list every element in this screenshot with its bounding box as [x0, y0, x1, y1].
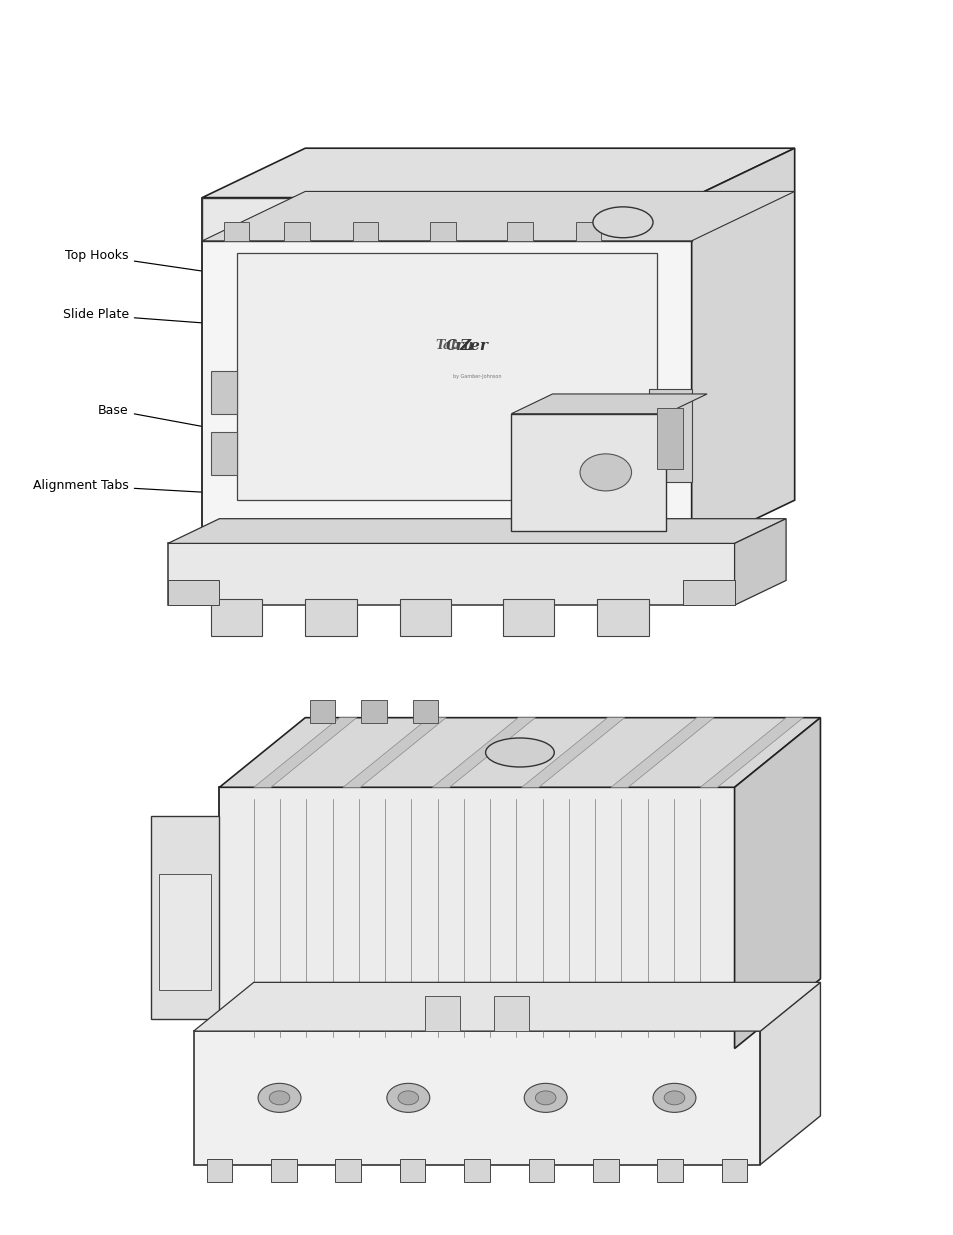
Polygon shape [335, 1158, 360, 1182]
Polygon shape [202, 198, 691, 550]
Polygon shape [211, 599, 262, 636]
Polygon shape [399, 1158, 425, 1182]
Polygon shape [610, 718, 713, 788]
Polygon shape [193, 982, 820, 1031]
Text: by Gamber-Johnson: by Gamber-Johnson [453, 374, 500, 379]
Polygon shape [432, 718, 535, 788]
Polygon shape [734, 718, 820, 1049]
Polygon shape [168, 543, 734, 605]
Text: 4X Mounting Studs
(1/4-20unc for model 7160-0486)
(M6-1.0 for model 7160-0490): 4X Mounting Studs (1/4-20unc for model 7… [441, 993, 714, 1112]
Polygon shape [271, 1158, 296, 1182]
Ellipse shape [485, 739, 554, 767]
Polygon shape [202, 148, 794, 198]
Polygon shape [425, 997, 459, 1031]
Polygon shape [253, 718, 356, 788]
Polygon shape [463, 1158, 490, 1182]
Polygon shape [159, 874, 211, 990]
Polygon shape [211, 432, 236, 475]
Polygon shape [502, 599, 554, 636]
Text: Button Latch
(Keyed alike,
or Keyed different): Button Latch (Keyed alike, or Keyed diff… [435, 198, 681, 258]
Polygon shape [575, 222, 600, 241]
Polygon shape [283, 222, 309, 241]
Text: Guide Block
(Can be removed for
use with FZ-G1 that has
an extended battery or
c: Guide Block (Can be removed for use with… [477, 352, 714, 426]
Polygon shape [682, 580, 734, 605]
Polygon shape [507, 222, 532, 241]
Circle shape [535, 1091, 556, 1105]
Circle shape [663, 1091, 684, 1105]
Text: Cru: Cru [445, 338, 474, 353]
Polygon shape [219, 788, 734, 1049]
Polygon shape [648, 389, 691, 482]
Polygon shape [691, 148, 794, 550]
Polygon shape [193, 1031, 760, 1165]
Polygon shape [219, 718, 820, 788]
Polygon shape [700, 718, 802, 788]
Polygon shape [236, 253, 657, 500]
Circle shape [524, 1083, 566, 1113]
Ellipse shape [592, 207, 653, 238]
Polygon shape [352, 222, 377, 241]
Text: Slide Plate: Slide Plate [63, 309, 258, 327]
Polygon shape [151, 816, 219, 1020]
Polygon shape [657, 408, 682, 469]
Polygon shape [429, 222, 455, 241]
Polygon shape [412, 700, 437, 724]
Polygon shape [597, 599, 648, 636]
Polygon shape [211, 370, 236, 414]
Polygon shape [223, 222, 249, 241]
Polygon shape [343, 718, 446, 788]
Polygon shape [206, 1158, 232, 1182]
Polygon shape [521, 718, 624, 788]
Text: Base: Base [98, 404, 244, 435]
Polygon shape [309, 700, 335, 724]
Polygon shape [657, 1158, 682, 1182]
Polygon shape [720, 1158, 747, 1182]
Circle shape [397, 1091, 418, 1105]
Polygon shape [168, 519, 785, 543]
Polygon shape [494, 997, 528, 1031]
Circle shape [652, 1083, 696, 1113]
Circle shape [257, 1083, 300, 1113]
Polygon shape [592, 1158, 618, 1182]
Circle shape [269, 1091, 290, 1105]
Circle shape [579, 454, 631, 492]
Polygon shape [760, 982, 820, 1165]
Polygon shape [202, 191, 794, 241]
Polygon shape [168, 580, 219, 605]
Text: Zer: Zer [459, 338, 488, 353]
Circle shape [387, 1083, 429, 1113]
Polygon shape [511, 394, 706, 414]
Text: Alignment Tabs: Alignment Tabs [33, 479, 276, 496]
Polygon shape [528, 1158, 554, 1182]
Polygon shape [399, 599, 451, 636]
Polygon shape [305, 599, 356, 636]
Polygon shape [511, 414, 665, 531]
Polygon shape [360, 700, 386, 724]
Polygon shape [734, 519, 785, 605]
Text: Tab: Tab [435, 340, 459, 352]
Polygon shape [202, 198, 691, 241]
Text: Top Hooks: Top Hooks [65, 249, 279, 283]
